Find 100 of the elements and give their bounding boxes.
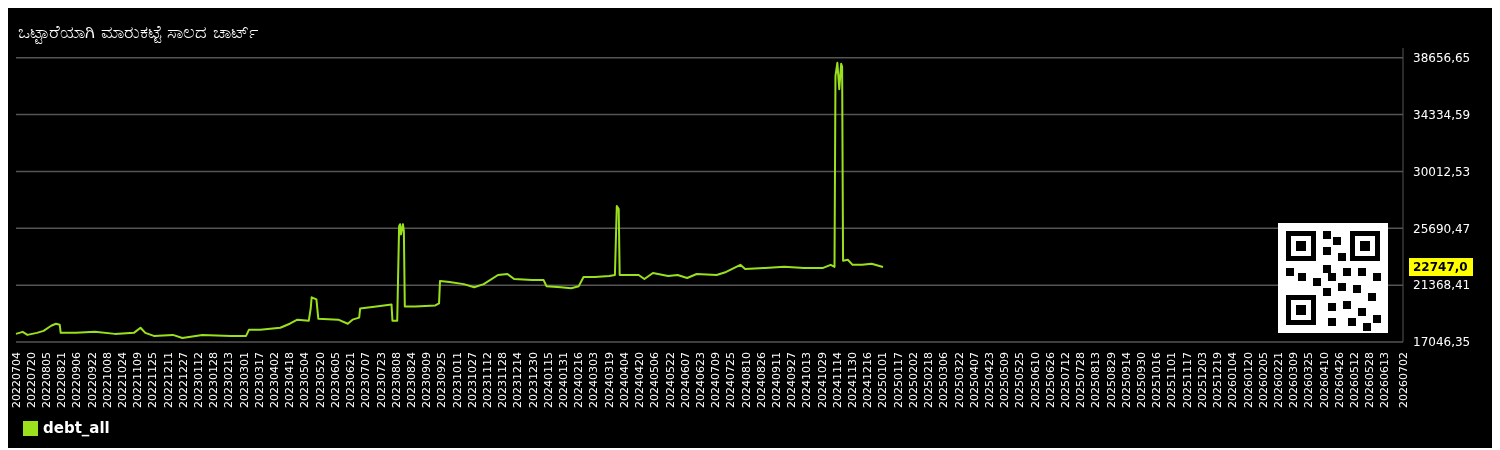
x-tick-label: 20230301	[237, 352, 251, 408]
x-tick-label: 20250322	[952, 352, 966, 408]
x-tick-label: 20230520	[313, 352, 327, 408]
x-tick-label: 20250914	[1119, 352, 1133, 408]
x-tick-label: 20231128	[496, 352, 510, 408]
x-tick-label: 20220805	[39, 352, 53, 408]
x-tick-label: 20241013	[800, 352, 814, 408]
x-tick-label: 20240810	[739, 352, 753, 408]
x-tick-label: 20231011	[450, 352, 464, 408]
x-tick-label: 20220720	[24, 352, 38, 408]
x-tick-label: 20221125	[146, 352, 160, 408]
x-tick-label: 20250218	[922, 352, 936, 408]
x-tick-label: 20230418	[283, 352, 297, 408]
x-tick-label: 20230402	[268, 352, 282, 408]
x-tick-label: 20221227	[176, 352, 190, 408]
x-tick-label: 20240725	[724, 352, 738, 408]
text: 22747,0	[1413, 260, 1468, 275]
x-tick-label: 20250712	[1059, 352, 1073, 408]
x-tick-label: 20240623	[693, 352, 707, 408]
x-tick-label: 20221024	[115, 352, 129, 408]
x-tick-label: 20251016	[1150, 352, 1164, 408]
x-tick-label: 20260205	[1256, 352, 1270, 408]
x-tick-label: 20240506	[648, 352, 662, 408]
x-tick-label: 20230808	[389, 352, 403, 408]
x-tick-label: 20230621	[344, 352, 358, 408]
x-tick-label: 20240927	[785, 352, 799, 408]
x-tick-label: 20260221	[1271, 352, 1285, 408]
line-series	[15, 61, 884, 339]
x-tick-label: 20231027	[465, 352, 479, 408]
chart-title: ಒಟ್ಟಾರೆಯಾಗಿ ಮಾರುಕಟ್ಟೆ ಸಾಲದ ಚಾರ್ಟ್	[18, 21, 259, 44]
x-tick-label: 20230925	[435, 352, 449, 408]
x-tick-label: 20250407	[967, 352, 981, 408]
x-tick-label: 20260512	[1348, 352, 1362, 408]
x-tick-label: 20221211	[161, 352, 175, 408]
legend-label: debt_all	[43, 419, 110, 438]
x-tick-label: 20250525	[1013, 352, 1027, 408]
x-tick-label: 20250306	[937, 352, 951, 408]
x-tick-label: 20260309	[1287, 352, 1301, 408]
x-tick-label: 20240115	[541, 352, 555, 408]
x-tick-label: 20250423	[982, 352, 996, 408]
x-tick-label: 20241216	[861, 352, 875, 408]
x-tick-label: 20251219	[1211, 352, 1225, 408]
x-tick-label: 20250930	[1135, 352, 1149, 408]
x-tick-label: 20250829	[1104, 352, 1118, 408]
y-tick-label: 21368,41	[1413, 278, 1471, 293]
x-tick-label: 20240216	[572, 352, 586, 408]
y-tick-label: 17046,35	[1413, 335, 1471, 350]
x-tick-label: 20230824	[404, 352, 418, 408]
x-tick-label: 20240911	[770, 352, 784, 408]
x-tick-label: 20240131	[557, 352, 571, 408]
x-tick-label: 20230605	[328, 352, 342, 408]
y-tick-label: 30012,53	[1413, 164, 1471, 179]
x-tick-label: 20220906	[70, 352, 84, 408]
x-tick-label: 20250626	[1043, 352, 1057, 408]
x-tick-label: 20260325	[1302, 352, 1316, 408]
x-tick-label: 20221008	[100, 352, 114, 408]
x-tick-label: 20230707	[359, 352, 373, 408]
y-tick-label: 34334,59	[1413, 107, 1471, 122]
y-tick-label: 25690,47	[1413, 221, 1471, 236]
x-tick-label: 20230504	[298, 352, 312, 408]
x-tick-label: 20250509	[998, 352, 1012, 408]
x-tick-label: 20220821	[55, 352, 69, 408]
x-tick-label: 20240826	[754, 352, 768, 408]
x-tick-label: 20260528	[1363, 352, 1377, 408]
x-tick-label: 20251203	[1195, 352, 1209, 408]
x-tick-label: 20260410	[1317, 352, 1331, 408]
x-tick-label: 20250117	[891, 352, 905, 408]
x-tick-label: 20251117	[1180, 352, 1194, 408]
x-tick-label: 20250728	[1074, 352, 1088, 408]
x-tick-label: 20230723	[374, 352, 388, 408]
x-tick-label: 20230213	[222, 352, 236, 408]
x-tick-label: 20240522	[663, 352, 677, 408]
x-tick-label: 20240709	[709, 352, 723, 408]
x-tick-label: 20250813	[1089, 352, 1103, 408]
x-tick-label: 20251101	[1165, 352, 1179, 408]
x-tick-label: 20231230	[526, 352, 540, 408]
x-tick-label: 20240404	[617, 352, 631, 408]
x-tick-label: 20240319	[602, 352, 616, 408]
x-tick-label: 20220704	[9, 352, 23, 408]
x-tick-label: 20231112	[481, 352, 495, 408]
x-tick-label: 20230909	[420, 352, 434, 408]
x-tick-label: 20220922	[85, 352, 99, 408]
x-tick-label: 20240607	[678, 352, 692, 408]
x-tick-label: 20241130	[846, 352, 860, 408]
x-tick-label: 20221109	[131, 352, 145, 408]
x-tick-label: 20250202	[906, 352, 920, 408]
x-tick-label: 20230128	[207, 352, 221, 408]
x-tick-label: 20241114	[830, 352, 844, 408]
x-tick-label: 20260702	[1396, 352, 1410, 408]
x-tick-label: 20230112	[192, 352, 206, 408]
x-tick-label: 20260104	[1226, 352, 1240, 408]
x-tick-label: 20250101	[876, 352, 890, 408]
x-tick-label: 20240303	[587, 352, 601, 408]
x-tick-label: 20260120	[1241, 352, 1255, 408]
x-tick-label: 20230317	[252, 352, 266, 408]
x-tick-label: 20260613	[1378, 352, 1392, 408]
x-tick-label: 20241029	[815, 352, 829, 408]
x-tick-label: 20260426	[1332, 352, 1346, 408]
y-tick-label: 38656,65	[1413, 50, 1471, 65]
x-tick-label: 20250610	[1028, 352, 1042, 408]
